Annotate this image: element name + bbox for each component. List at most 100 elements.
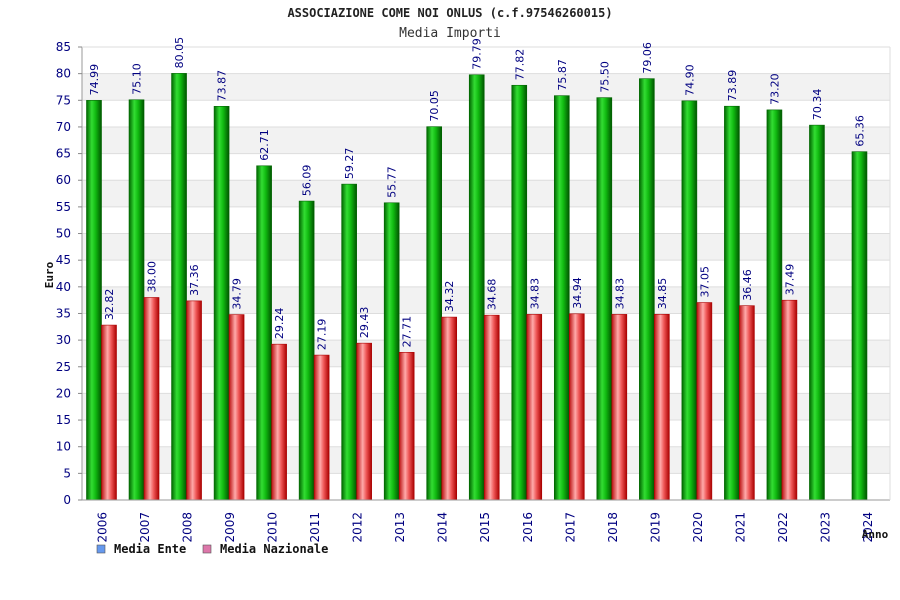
x-tick-label: 2013 [393, 512, 407, 543]
data-label: 59.27 [343, 148, 356, 180]
data-label: 70.05 [428, 90, 441, 122]
x-tick-label: 2022 [776, 512, 790, 543]
data-label: 37.36 [188, 264, 201, 296]
axes [81, 46, 891, 501]
data-label: 34.94 [571, 277, 584, 309]
data-label: 79.79 [471, 38, 484, 70]
bar-media-nazionale-2020 [696, 302, 713, 501]
data-label: 62.71 [258, 129, 271, 161]
data-label: 38.00 [146, 261, 159, 293]
y-axis-label: Euro [43, 261, 56, 288]
legend-label-media-ente: Media Ente [114, 542, 186, 556]
bar-media-ente-2014 [426, 126, 443, 501]
data-label: 73.87 [216, 70, 229, 102]
data-label: 74.90 [683, 64, 696, 96]
x-tick-label: 2006 [96, 512, 110, 543]
x-tick-label: 2015 [478, 512, 492, 543]
bar-media-nazionale-2017 [568, 313, 585, 501]
data-label: 37.05 [698, 266, 711, 298]
data-label: 34.68 [486, 279, 499, 311]
data-label: 74.99 [88, 64, 101, 96]
data-label: 55.77 [386, 166, 399, 198]
y-axis-ticks: 0 5 10 15 20 25 30 35 40 45 50 55 60 65 70 75 80 85 [56, 40, 82, 507]
bar-media-nazionale-2006 [101, 324, 117, 501]
x-tick-label: 2017 [563, 512, 577, 543]
y-tick-label: 35 [56, 306, 71, 320]
x-tick-label: 2016 [521, 512, 535, 543]
legend-swatch-media-ente [96, 544, 106, 554]
data-label: 34.79 [231, 278, 244, 310]
grid-band [82, 73, 890, 101]
data-label: 80.05 [173, 37, 186, 69]
x-tick-label: 2012 [351, 512, 365, 543]
legend: Media Ente Media Nazionale [96, 542, 328, 556]
data-label: 29.24 [273, 308, 286, 340]
legend-label-media-nazionale: Media Nazionale [220, 542, 328, 556]
chart-subtitle: Media Importi [399, 26, 501, 41]
data-label: 75.87 [556, 59, 569, 91]
x-tick-label: 2009 [223, 512, 237, 543]
y-tick-label: 20 [56, 386, 71, 400]
y-tick-label: 70 [56, 120, 71, 134]
y-tick-label: 10 [56, 440, 71, 454]
y-tick-label: 55 [56, 200, 71, 214]
data-label: 73.89 [726, 70, 739, 102]
data-label: 75.50 [598, 61, 611, 93]
bar-media-nazionale-2018 [611, 314, 628, 501]
y-tick-label: 25 [56, 360, 71, 374]
bar-media-nazionale-2013 [398, 352, 415, 501]
bar-media-ente-2016 [511, 84, 528, 501]
bar-media-nazionale-2021 [739, 305, 755, 501]
bar-media-ente-2010 [256, 165, 272, 501]
bar-media-nazionale-2014 [441, 316, 458, 501]
bar-media-nazionale-2011 [313, 354, 330, 501]
data-label: 75.10 [131, 63, 144, 95]
x-tick-label: 2020 [691, 512, 705, 543]
data-label: 56.09 [301, 165, 314, 197]
bar-media-nazionale-2009 [228, 314, 245, 501]
y-tick-label: 30 [56, 333, 71, 347]
x-tick-label: 2019 [648, 512, 662, 543]
bar-media-nazionale-2022 [781, 299, 798, 501]
y-tick-label: 5 [63, 466, 71, 480]
chart-title: ASSOCIAZIONE COME NOI ONLUS (c.f.9754626… [287, 6, 612, 20]
data-label: 34.83 [613, 278, 626, 310]
x-axis-ticks: 2006 2007 2008 2009 2010 2011 2012 2013 2014 2015… [96, 512, 875, 543]
data-label: 34.85 [656, 278, 669, 310]
x-tick-label: 2018 [606, 512, 620, 543]
data-label: 34.32 [443, 281, 456, 313]
legend-swatch-media-nazionale [202, 544, 212, 554]
bar-media-ente-2020 [681, 100, 698, 501]
data-label: 65.36 [853, 115, 866, 147]
x-tick-label: 2024 [861, 512, 875, 543]
data-label: 27.71 [401, 316, 414, 348]
bar-media-nazionale-2007 [143, 297, 160, 501]
data-label: 27.19 [316, 319, 329, 351]
bar-media-ente-2019 [639, 78, 655, 501]
bar-media-ente-2024 [851, 151, 868, 501]
x-tick-label: 2011 [308, 512, 322, 543]
bar-media-nazionale-2016 [526, 314, 543, 501]
data-label: 36.46 [741, 269, 754, 301]
bar-media-ente-2009 [213, 106, 230, 501]
bar-media-ente-2012 [341, 183, 357, 501]
data-label: 29.43 [358, 307, 371, 339]
y-tick-label: 50 [56, 227, 71, 241]
data-label: 79.06 [641, 42, 654, 74]
data-label: 73.20 [768, 73, 781, 105]
bar-media-ente-2015 [468, 74, 485, 501]
y-tick-label: 15 [56, 413, 71, 427]
data-label: 34.83 [528, 278, 541, 310]
x-axis-label: Anno [862, 528, 889, 541]
x-tick-label: 2023 [818, 512, 832, 543]
x-tick-label: 2008 [181, 512, 195, 543]
x-tick-label: 2014 [436, 512, 450, 543]
x-tick-label: 2021 [733, 512, 747, 543]
data-label: 77.82 [513, 49, 526, 81]
x-tick-label: 2010 [266, 512, 280, 543]
bar-media-ente-2017 [553, 95, 570, 501]
y-tick-label: 85 [56, 40, 71, 54]
bar-media-nazionale-2010 [271, 343, 287, 501]
grid-band [82, 47, 890, 74]
